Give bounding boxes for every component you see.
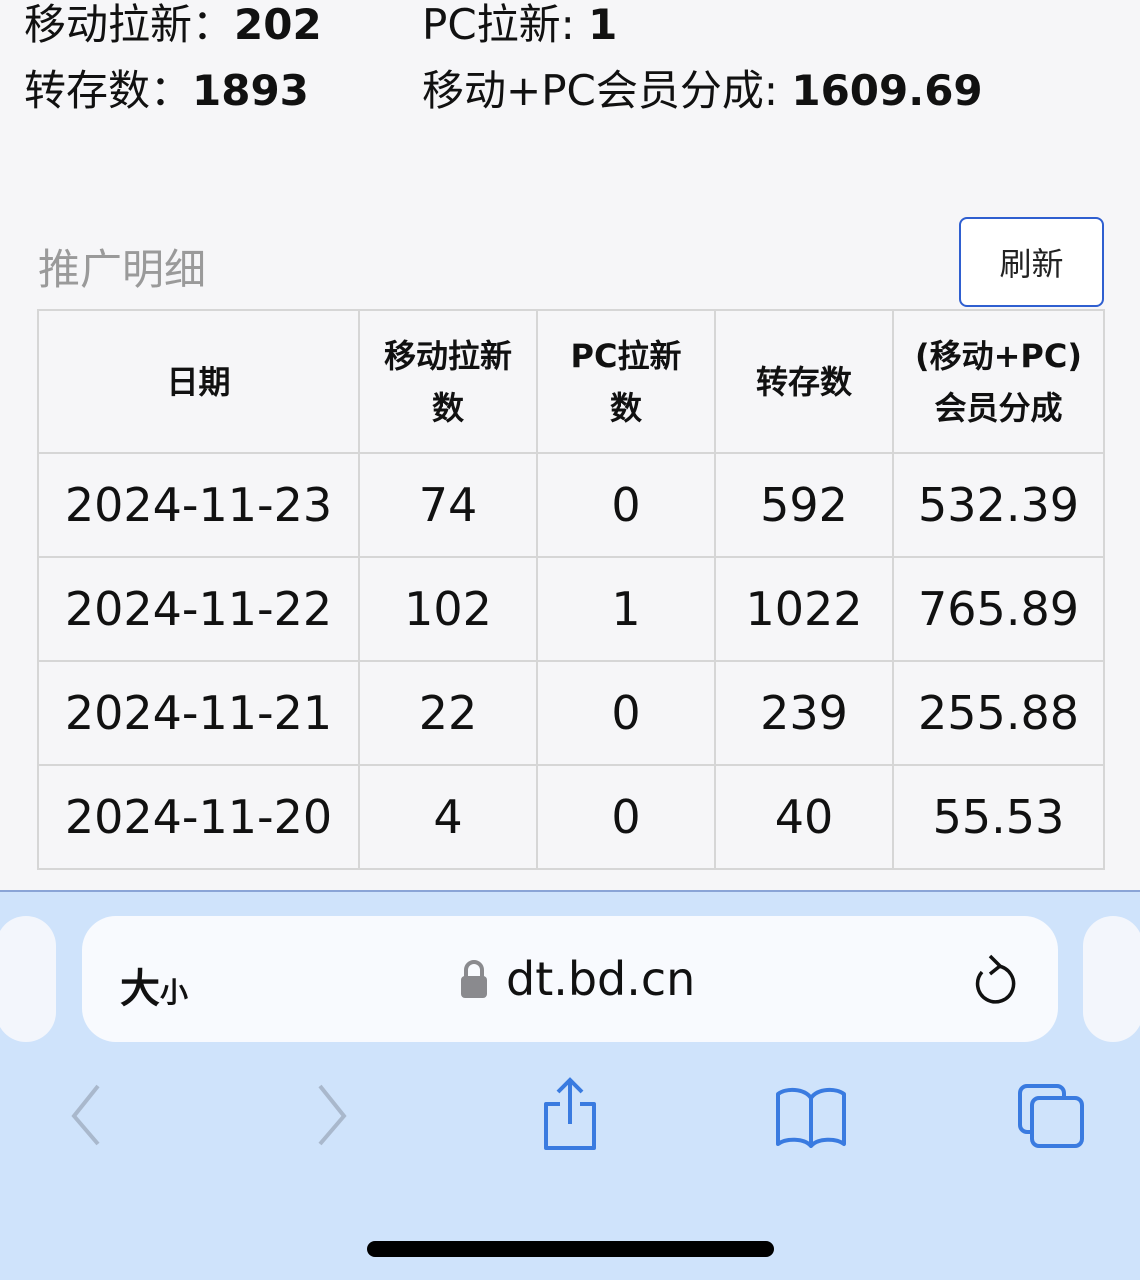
table-row: 2024-11-21 22 0 239 255.88 (37, 660, 1105, 766)
cell-date: 2024-11-23 (37, 452, 360, 558)
cell-mobile-new: 102 (358, 556, 538, 662)
cell-pc-new: 0 (536, 452, 716, 558)
size-label-big: 大 (120, 966, 160, 1012)
stat-label: 移动拉新： (24, 0, 235, 49)
stat-value: 1 (588, 0, 618, 49)
cell-date: 2024-11-22 (37, 556, 360, 662)
cell-pc-new: 0 (536, 764, 716, 870)
cell-mobile-new: 22 (358, 660, 538, 766)
forward-icon[interactable] (312, 1080, 352, 1150)
section-title: 推广明细 (38, 245, 207, 294)
stat-mobile-new: 移动拉新：202 (24, 0, 322, 50)
url-display[interactable]: dt.bd.cn (460, 952, 695, 1006)
stat-pc-new: PC拉新: 1 (422, 0, 617, 50)
header-mobile-new: 移动拉新数 (358, 309, 538, 454)
cell-share: 255.88 (892, 660, 1105, 766)
cell-saves: 592 (714, 452, 894, 558)
cell-share: 55.53 (892, 764, 1105, 870)
cell-pc-new: 0 (536, 660, 716, 766)
cell-mobile-new: 4 (358, 764, 538, 870)
bookmarks-icon[interactable] (774, 1086, 848, 1148)
back-icon[interactable] (66, 1080, 106, 1150)
header-share: (移动+PC)会员分成 (892, 309, 1105, 454)
cell-date: 2024-11-21 (37, 660, 360, 766)
table-header-row: 日期 移动拉新数 PC拉新数 转存数 (移动+PC)会员分成 (37, 309, 1105, 454)
cell-saves: 40 (714, 764, 894, 870)
stat-value: 202 (234, 0, 322, 49)
cell-share: 765.89 (892, 556, 1105, 662)
stat-value: 1893 (192, 66, 309, 115)
promotion-table: 日期 移动拉新数 PC拉新数 转存数 (移动+PC)会员分成 2024-11-2… (37, 309, 1105, 870)
table-row: 2024-11-20 4 0 40 55.53 (37, 764, 1105, 870)
stat-value: 1609.69 (791, 66, 983, 115)
next-tab-edge[interactable] (1083, 916, 1140, 1042)
header-saves: 转存数 (714, 309, 894, 454)
share-icon[interactable] (538, 1076, 602, 1152)
page-size-button[interactable]: 大小 (120, 956, 188, 1014)
stat-saves: 转存数：1893 (24, 66, 309, 116)
prev-tab-edge[interactable] (0, 916, 56, 1042)
table-row: 2024-11-23 74 0 592 532.39 (37, 452, 1105, 558)
refresh-button[interactable]: 刷新 (959, 217, 1104, 307)
stat-label: 移动+PC会员分成: (422, 66, 792, 115)
lock-icon (461, 960, 487, 998)
stat-label: PC拉新: (422, 0, 589, 49)
cell-share: 532.39 (892, 452, 1105, 558)
url-text: dt.bd.cn (506, 952, 696, 1006)
cell-saves: 1022 (714, 556, 894, 662)
header-pc-new: PC拉新数 (536, 309, 716, 454)
tabs-icon[interactable] (1016, 1082, 1086, 1150)
cell-mobile-new: 74 (358, 452, 538, 558)
stat-label: 转存数： (24, 66, 193, 115)
home-indicator[interactable] (367, 1241, 774, 1257)
reload-icon[interactable] (968, 952, 1018, 1008)
cell-date: 2024-11-20 (37, 764, 360, 870)
address-bar[interactable] (82, 916, 1058, 1042)
size-label-small: 小 (160, 976, 189, 1009)
cell-pc-new: 1 (536, 556, 716, 662)
stat-share: 移动+PC会员分成: 1609.69 (422, 66, 983, 116)
table-row: 2024-11-22 102 1 1022 765.89 (37, 556, 1105, 662)
header-date: 日期 (37, 309, 360, 454)
cell-saves: 239 (714, 660, 894, 766)
